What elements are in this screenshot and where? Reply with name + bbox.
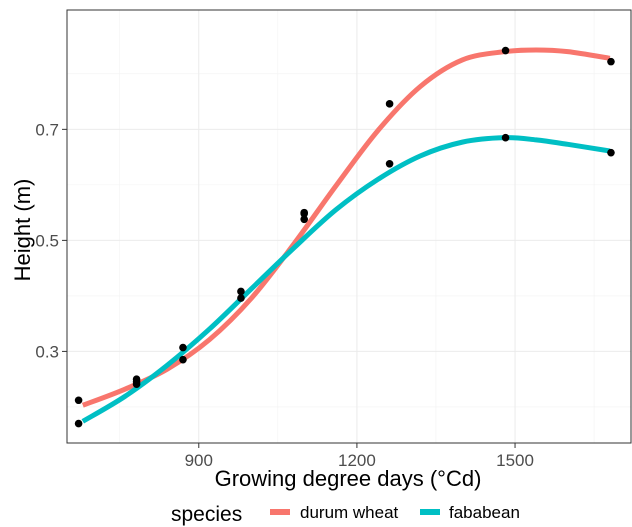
observation-points <box>74 46 615 428</box>
fit-line-fababean <box>81 135 611 424</box>
data-point-fababean-1 <box>132 380 141 388</box>
data-point-fababean-2 <box>179 355 187 364</box>
y-tick-label-2: 0.7 <box>35 120 59 139</box>
x-tick-label-1: 1200 <box>338 451 376 470</box>
data-point-fababean-4 <box>300 215 308 224</box>
x-axis-ticks: 900 1200 1500 <box>185 443 534 470</box>
x-tick-label-0: 900 <box>185 451 213 470</box>
data-point-fababean-6 <box>385 159 394 168</box>
data-point-durum-wheat-0 <box>74 396 83 405</box>
data-point-fababean-5 <box>300 209 308 218</box>
x-tick-label-2: 1500 <box>496 451 534 470</box>
fitted-curves <box>81 47 611 424</box>
data-point-fababean-7 <box>501 133 510 142</box>
data-point-durum-wheat-8 <box>607 57 615 66</box>
legend-label-durum-wheat: durum wheat <box>300 503 399 522</box>
data-point-durum-wheat-7 <box>501 46 510 55</box>
y-axis-ticks: 0.3 0.5 0.7 <box>35 120 67 361</box>
x-axis-title: Growing degree days (°Cd) <box>215 466 482 491</box>
data-point-durum-wheat-3 <box>179 343 187 352</box>
legend: species durum wheat fababean <box>171 503 520 526</box>
data-point-fababean-0 <box>74 419 83 428</box>
fit-line-durum-wheat <box>81 47 611 408</box>
legend-title: species <box>171 503 242 526</box>
legend-label-fababean: fababean <box>449 503 520 522</box>
panel-border <box>66 9 632 444</box>
data-point-durum-wheat-4 <box>237 287 245 296</box>
minor-gridlines <box>67 10 631 443</box>
data-point-fababean-8 <box>607 148 615 157</box>
y-tick-label-1: 0.5 <box>35 231 59 250</box>
y-axis-title: Height (m) <box>10 179 35 282</box>
y-tick-label-0: 0.3 <box>35 342 59 361</box>
data-point-fababean-3 <box>237 294 245 302</box>
major-gridlines <box>67 10 631 443</box>
data-point-durum-wheat-6 <box>385 100 394 108</box>
